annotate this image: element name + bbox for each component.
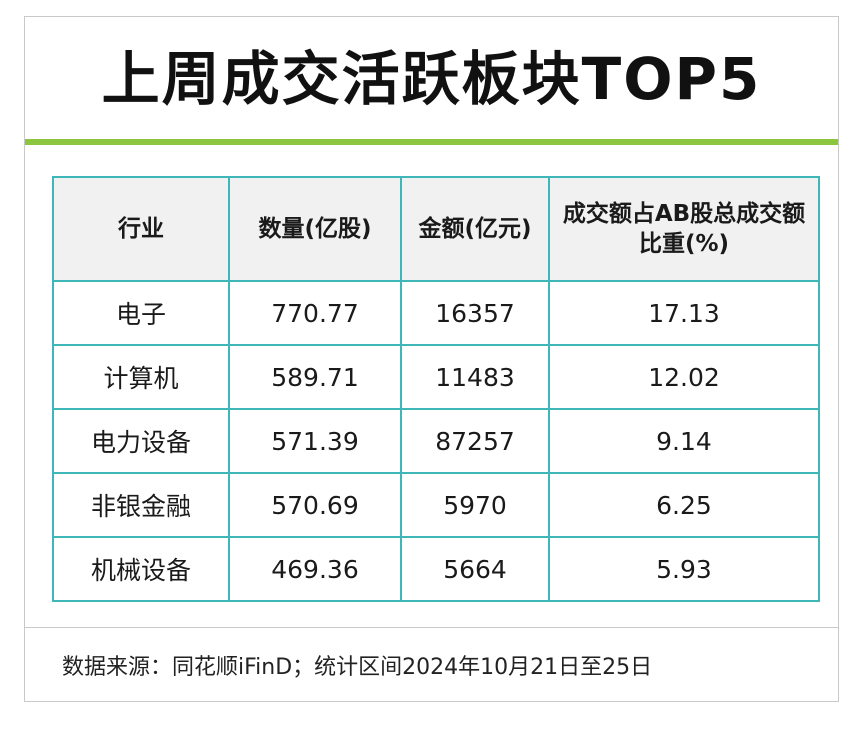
cell-volume: 469.36 <box>228 536 402 602</box>
cell-amount: 11483 <box>400 344 550 410</box>
sector-table: 行业 数量(亿股) 金额(亿元) 成交额占AB股总成交额比重(%) 电子 770… <box>52 176 820 602</box>
source-note: 数据来源：同花顺iFinD；统计区间2024年10月21日至25日 <box>62 655 653 680</box>
table-row: 非银金融 570.69 5970 6.25 <box>52 472 820 538</box>
cell-industry: 机械设备 <box>52 536 230 602</box>
cell-industry: 电子 <box>52 280 230 346</box>
cell-amount: 16357 <box>400 280 550 346</box>
title-accent-bar <box>25 139 838 145</box>
report-card: 上周成交活跃板块TOP5 行业 数量(亿股) 金额(亿元) 成交额占AB股总成交… <box>24 16 839 702</box>
table-row: 机械设备 469.36 5664 5.93 <box>52 536 820 602</box>
cell-volume: 770.77 <box>228 280 402 346</box>
header-share: 成交额占AB股总成交额比重(%) <box>548 176 820 282</box>
header-industry: 行业 <box>52 176 230 282</box>
header-volume: 数量(亿股) <box>228 176 402 282</box>
footer-divider <box>25 627 838 628</box>
cell-share: 12.02 <box>548 344 820 410</box>
table-row: 计算机 589.71 11483 12.02 <box>52 344 820 410</box>
header-amount: 金额(亿元) <box>400 176 550 282</box>
cell-volume: 571.39 <box>228 408 402 474</box>
cell-industry: 电力设备 <box>52 408 230 474</box>
cell-volume: 589.71 <box>228 344 402 410</box>
table-header-row: 行业 数量(亿股) 金额(亿元) 成交额占AB股总成交额比重(%) <box>52 176 820 282</box>
cell-industry: 计算机 <box>52 344 230 410</box>
cell-share: 9.14 <box>548 408 820 474</box>
cell-volume: 570.69 <box>228 472 402 538</box>
cell-amount: 5970 <box>400 472 550 538</box>
table-row: 电子 770.77 16357 17.13 <box>52 280 820 346</box>
table-row: 电力设备 571.39 87257 9.14 <box>52 408 820 474</box>
cell-share: 5.93 <box>548 536 820 602</box>
page-title: 上周成交活跃板块TOP5 <box>101 45 762 113</box>
cell-amount: 87257 <box>400 408 550 474</box>
cell-industry: 非银金融 <box>52 472 230 538</box>
cell-share: 17.13 <box>548 280 820 346</box>
cell-share: 6.25 <box>548 472 820 538</box>
cell-amount: 5664 <box>400 536 550 602</box>
